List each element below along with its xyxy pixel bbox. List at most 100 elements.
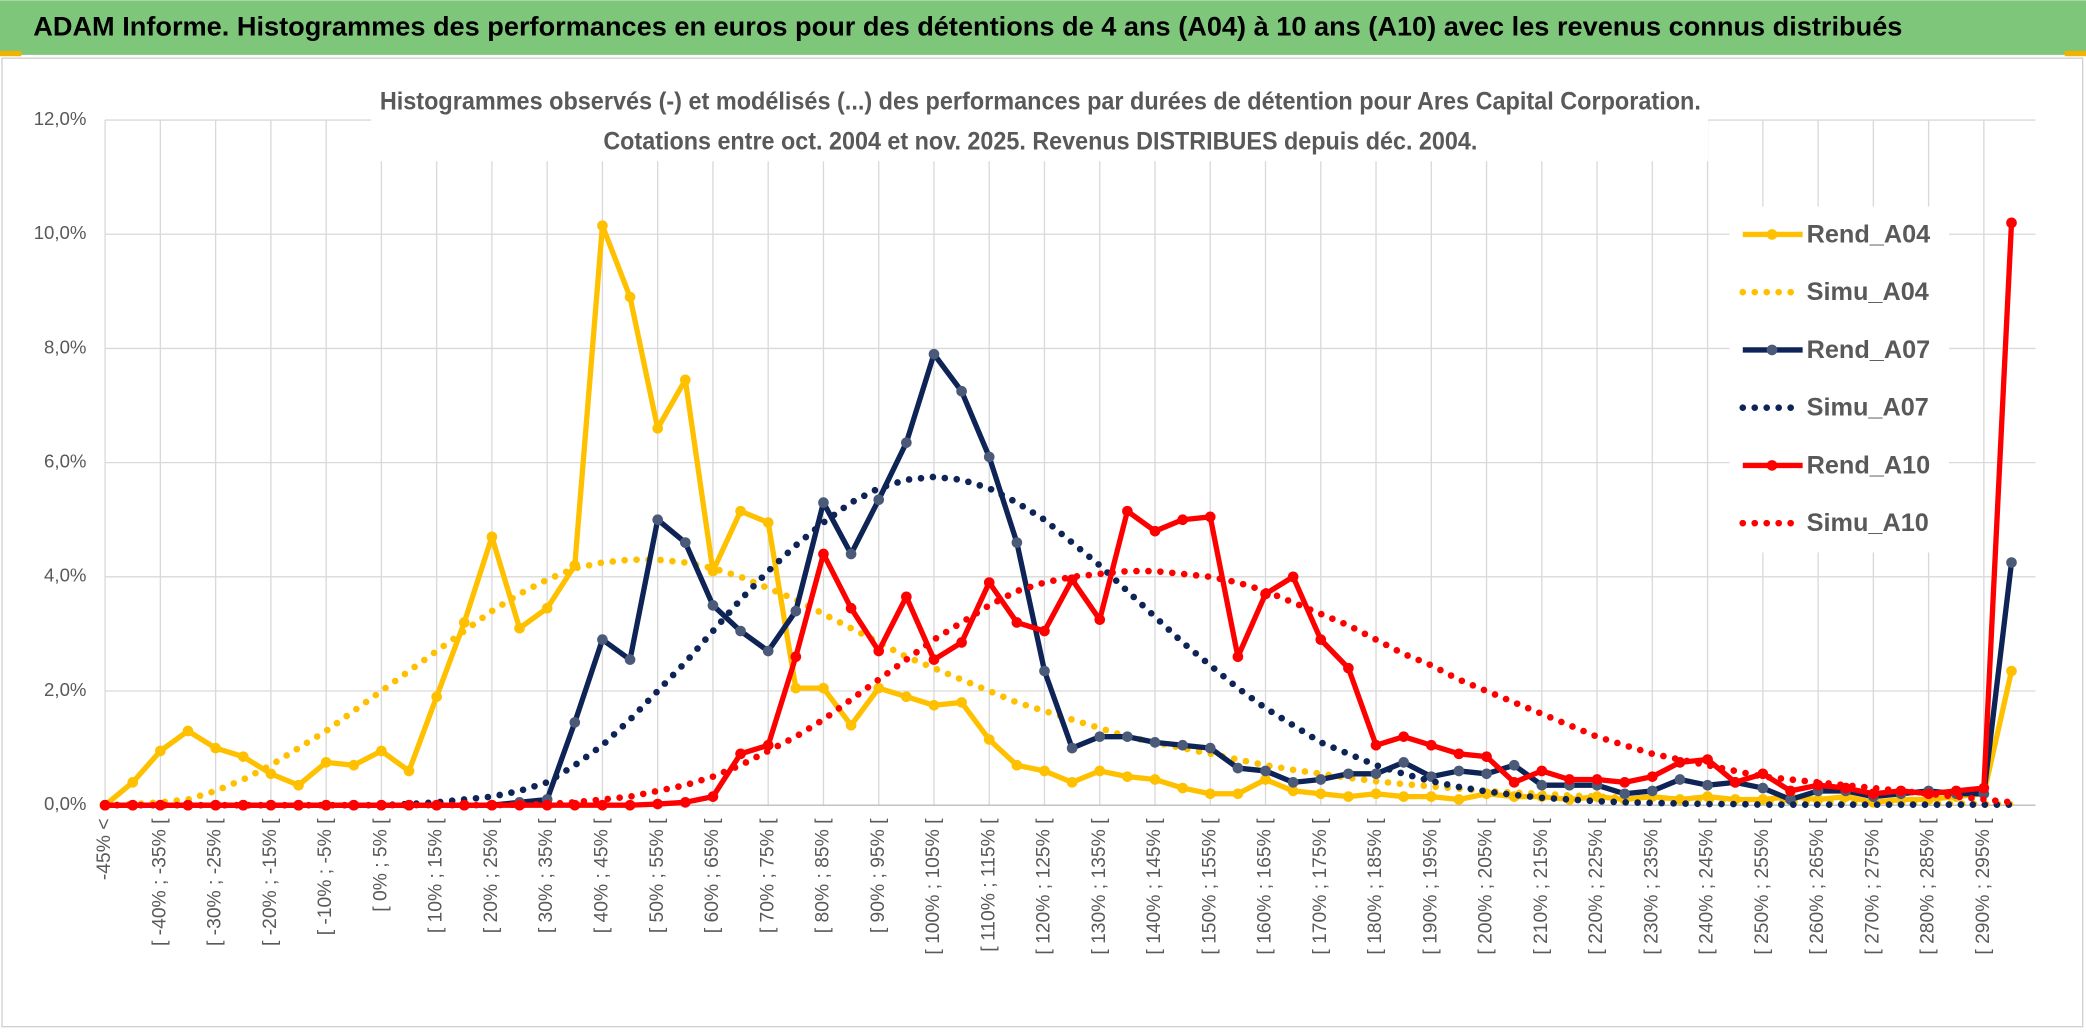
data-point: [1398, 757, 1409, 768]
data-point: [735, 748, 746, 760]
data-point: [928, 699, 940, 711]
data-point: [679, 537, 691, 548]
data-point: [1978, 782, 1990, 794]
x-tick-label: [ -20% ; -15% [: [260, 818, 281, 946]
data-point: [2006, 217, 2017, 229]
data-point: [624, 654, 636, 665]
data-point: [1370, 768, 1382, 780]
x-tick-label: [ 20% ; 25% [: [481, 818, 502, 933]
data-point: [818, 548, 829, 560]
x-tick-label: -45% <: [94, 818, 115, 880]
data-point: [1702, 779, 1713, 791]
series-layer: [99, 217, 2017, 811]
x-tick-label: [ 90% ; 95% [: [868, 818, 889, 933]
data-point: [1066, 777, 1078, 788]
legend: Rend_A04 Simu_A04 Rend_A07 Simu_A07 Rend_A10…: [1729, 206, 1949, 553]
data-point: [597, 799, 608, 811]
data-point: [2006, 665, 2017, 677]
data-point: [790, 651, 802, 663]
data-point: [624, 291, 636, 303]
data-point: [1232, 762, 1244, 774]
x-tick-label: [ 230% ; 235% [: [1641, 818, 1662, 955]
x-tick-label: [ 80% ; 85% [: [813, 818, 834, 933]
data-point: [873, 682, 885, 694]
data-point: [1177, 739, 1188, 751]
y-tick-label: 12,0%: [34, 108, 87, 129]
x-tick-label: [ 50% ; 55% [: [647, 818, 668, 933]
corner-mark: [2064, 50, 2086, 57]
data-point: [1122, 771, 1133, 782]
x-tick-label: [ -10% ; -5% [: [315, 818, 336, 935]
data-point: [1287, 777, 1299, 788]
header-title: ADAM Informe. Histogrammes des performan…: [33, 11, 1902, 41]
data-point: [1094, 765, 1106, 777]
x-tick-label: [ 120% ; 125% [: [1034, 818, 1055, 955]
data-point: [790, 605, 802, 617]
data-point: [1481, 768, 1492, 780]
data-point: [873, 645, 885, 657]
data-point: [1343, 768, 1354, 780]
data-point: [624, 799, 636, 811]
y-tick-label: 2,0%: [44, 679, 86, 700]
data-point: [818, 497, 829, 508]
data-point: [790, 682, 802, 694]
x-tick-label: [ 160% ; 165% [: [1255, 818, 1276, 955]
x-tick-label: [ 210% ; 215% [: [1531, 818, 1552, 955]
data-point: [1149, 525, 1161, 537]
header-bar: [0, 0, 2086, 55]
data-point: [1757, 782, 1769, 794]
data-point: [1094, 614, 1106, 625]
x-tick-label: [ 0% ; 5% [: [370, 818, 391, 912]
data-point: [1508, 777, 1520, 788]
x-tick-label: [ 170% ; 175% [: [1310, 818, 1331, 955]
data-point: [1260, 765, 1271, 777]
legend-label: Simu_A07: [1807, 394, 1929, 422]
data-point: [597, 634, 608, 645]
data-point: [1149, 737, 1161, 748]
y-tick-label: 4,0%: [44, 565, 86, 586]
x-tick-label: [ -40% ; -35% [: [149, 818, 170, 946]
data-point: [265, 768, 277, 780]
data-point: [983, 451, 995, 463]
data-point: [541, 602, 553, 614]
data-point: [1204, 788, 1216, 800]
data-point: [652, 514, 663, 526]
y-tick-label: 10,0%: [34, 222, 87, 243]
data-point: [1149, 774, 1161, 785]
data-point: [1453, 748, 1465, 760]
legend-label: Simu_A10: [1807, 509, 1929, 537]
x-tick-label: [ 270% ; 275% [: [1862, 818, 1883, 955]
data-point: [901, 591, 912, 603]
data-point: [818, 682, 829, 694]
data-point: [1398, 731, 1409, 742]
legend-label: Rend_A07: [1807, 336, 1931, 364]
data-point: [403, 765, 415, 777]
data-point: [845, 548, 857, 560]
data-point: [237, 799, 249, 811]
titles: Histogrammes observés (-) et modélisés (…: [371, 84, 1709, 162]
x-tick-label: [ 280% ; 285% [: [1918, 818, 1939, 955]
data-point: [845, 719, 857, 731]
data-point: [1425, 739, 1437, 751]
x-tick-label: [ 250% ; 255% [: [1752, 818, 1773, 955]
data-point: [901, 437, 912, 448]
data-point: [1950, 785, 1962, 797]
data-point: [1066, 742, 1078, 754]
data-point: [762, 517, 774, 528]
chart-title: Histogrammes observés (-) et modélisés (…: [380, 87, 1701, 115]
data-point: [376, 745, 387, 757]
data-point: [1204, 742, 1216, 754]
data-point: [1564, 774, 1575, 785]
data-point: [901, 691, 912, 703]
data-point: [983, 734, 995, 745]
legend-label: Rend_A10: [1807, 451, 1931, 479]
series-line: [105, 222, 2015, 808]
chart-subtitle: Cotations entre oct. 2004 et nov. 2025. …: [603, 127, 1477, 155]
data-point: [1619, 777, 1631, 788]
legend-marker: [1766, 229, 1778, 240]
data-point: [707, 791, 719, 802]
data-point: [1011, 537, 1023, 548]
data-point: [679, 797, 691, 808]
data-point: [707, 600, 719, 611]
data-point: [1287, 785, 1299, 797]
